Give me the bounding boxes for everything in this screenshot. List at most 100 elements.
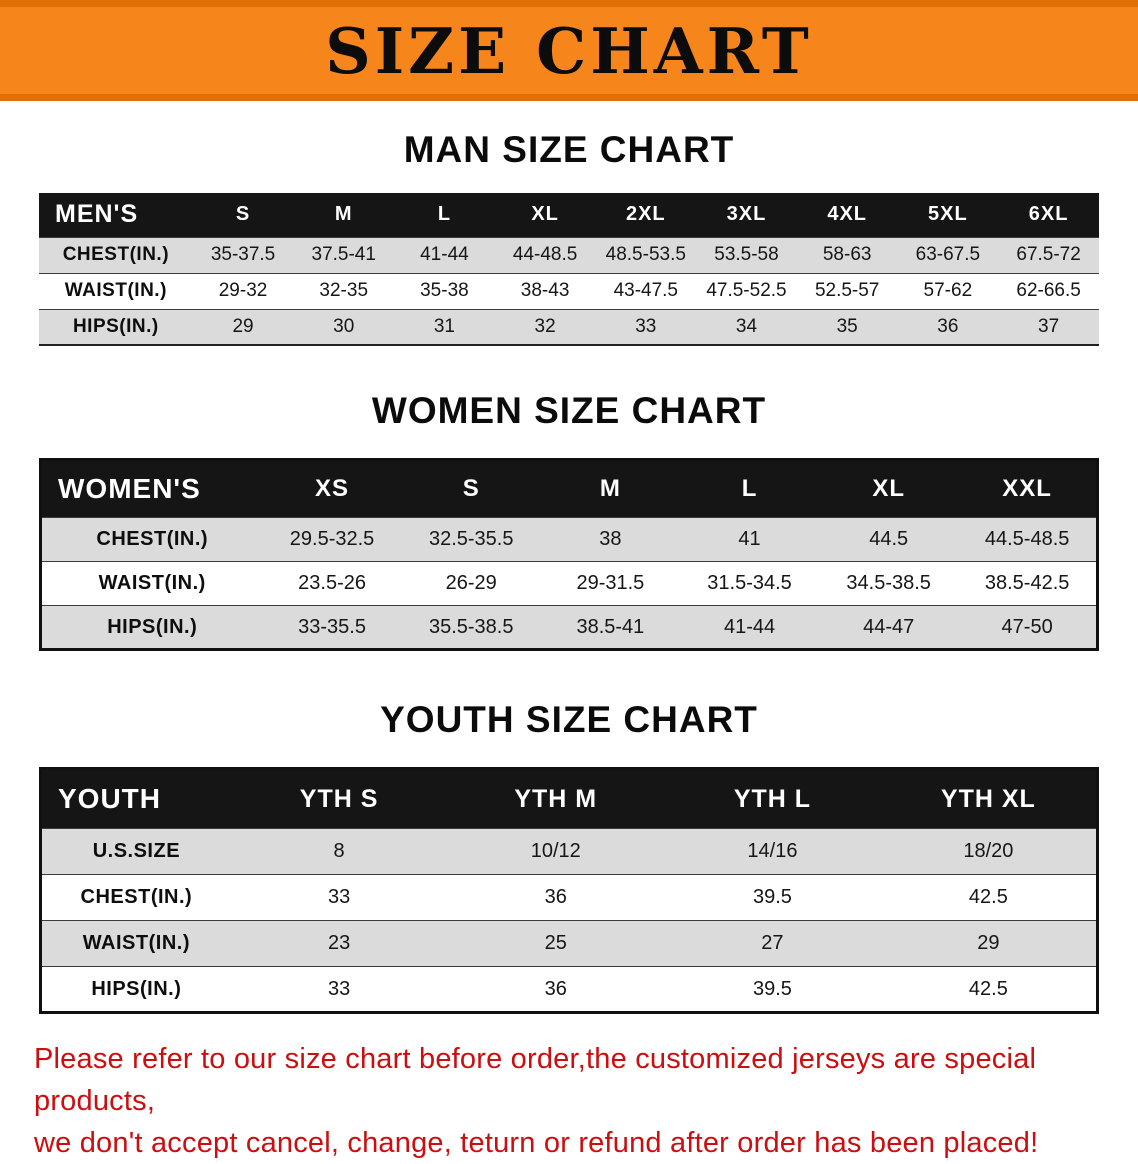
cell: 62-66.5 xyxy=(998,272,1099,309)
disclaimer-line-2: we don't accept cancel, change, teturn o… xyxy=(34,1127,1039,1160)
table-row: HIPS(IN.) 29 30 31 32 33 34 35 36 37 xyxy=(39,308,1099,345)
cell: 44-47 xyxy=(819,605,959,650)
disclaimer-line-1: Please refer to our size chart before or… xyxy=(34,1043,1037,1118)
cell: 32.5-35.5 xyxy=(401,517,541,562)
table-row: WAIST(IN.) 29-32 32-35 35-38 38-43 43-47… xyxy=(39,272,1099,309)
table-row: HIPS(IN.) 33 36 39.5 42.5 xyxy=(40,966,1098,1013)
cell: 35-37.5 xyxy=(192,236,294,273)
row-label: U.S.SIZE xyxy=(40,828,231,875)
column-header: XL xyxy=(819,459,959,518)
cell: 25 xyxy=(447,920,665,967)
cell: 43-47.5 xyxy=(595,272,697,309)
youth-size-table: YOUTH YTH S YTH M YTH L YTH XL U.S.SIZE … xyxy=(39,767,1099,1014)
column-header: M xyxy=(540,459,680,518)
cell: 36 xyxy=(447,966,665,1013)
column-header: 6XL xyxy=(998,193,1099,237)
cell: 63-67.5 xyxy=(897,236,999,273)
youth-chart-heading: YOUTH SIZE CHART xyxy=(380,699,758,740)
cell: 34 xyxy=(696,308,797,345)
cell: 37.5-41 xyxy=(293,236,395,273)
cell: 31.5-34.5 xyxy=(679,561,820,606)
column-header: 4XL xyxy=(796,193,898,237)
row-label: CHEST(IN.) xyxy=(40,517,263,562)
cell: 30 xyxy=(293,308,395,345)
cell: 26-29 xyxy=(401,561,541,606)
cell: 47-50 xyxy=(958,605,1098,650)
cell: 33 xyxy=(230,966,448,1013)
cell: 29 xyxy=(880,920,1098,967)
cell: 38-43 xyxy=(494,272,596,309)
men-size-table: MEN'S S M L XL 2XL 3XL 4XL 5XL 6XL CHEST… xyxy=(39,193,1099,346)
row-label: CHEST(IN.) xyxy=(39,236,193,273)
cell: 57-62 xyxy=(897,272,999,309)
cell: 42.5 xyxy=(880,874,1098,921)
women-size-table: WOMEN'S XS S M L XL XXL CHEST(IN.) 29.5-… xyxy=(39,458,1099,651)
column-header: XS xyxy=(262,459,402,518)
column-header: XXL xyxy=(958,459,1098,518)
cell: 53.5-58 xyxy=(696,236,797,273)
cell: 44.5-48.5 xyxy=(958,517,1098,562)
table-row: CHEST(IN.) 35-37.5 37.5-41 41-44 44-48.5… xyxy=(39,236,1099,273)
cell: 8 xyxy=(230,828,448,875)
cell: 41 xyxy=(679,517,820,562)
cell: 33 xyxy=(230,874,448,921)
cell: 36 xyxy=(897,308,999,345)
table-header-row: YOUTH YTH S YTH M YTH L YTH XL xyxy=(40,768,1098,829)
column-header: 5XL xyxy=(897,193,999,237)
men-section: MAN SIZE CHART MEN'S S M L XL 2XL 3XL 4X… xyxy=(0,129,1138,346)
column-header: YTH S xyxy=(230,768,448,829)
cell: 33-35.5 xyxy=(262,605,402,650)
cell: 44-48.5 xyxy=(494,236,596,273)
row-label: WAIST(IN.) xyxy=(40,920,231,967)
women-section: WOMEN SIZE CHART WOMEN'S XS S M L XL XXL xyxy=(0,390,1138,651)
cell: 29-32 xyxy=(192,272,294,309)
cell: 41-44 xyxy=(679,605,820,650)
row-label: WAIST(IN.) xyxy=(40,561,263,606)
column-header: YOUTH xyxy=(40,768,231,829)
cell: 38.5-42.5 xyxy=(958,561,1098,606)
cell: 52.5-57 xyxy=(796,272,898,309)
cell: 23 xyxy=(230,920,448,967)
column-header: XL xyxy=(494,193,596,237)
column-header: MEN'S xyxy=(39,193,193,237)
cell: 41-44 xyxy=(394,236,495,273)
cell: 37 xyxy=(998,308,1099,345)
disclaimer-note: Please refer to our size chart before or… xyxy=(0,1038,1138,1164)
column-header: L xyxy=(679,459,820,518)
column-header: YTH M xyxy=(447,768,665,829)
cell: 44.5 xyxy=(819,517,959,562)
column-header: 3XL xyxy=(696,193,797,237)
table-header-row: MEN'S S M L XL 2XL 3XL 4XL 5XL 6XL xyxy=(39,193,1099,237)
cell: 35.5-38.5 xyxy=(401,605,541,650)
cell: 48.5-53.5 xyxy=(595,236,697,273)
women-chart-heading: WOMEN SIZE CHART xyxy=(371,390,767,431)
cell: 29 xyxy=(192,308,294,345)
cell: 58-63 xyxy=(796,236,898,273)
cell: 67.5-72 xyxy=(998,236,1099,273)
cell: 33 xyxy=(595,308,697,345)
column-header: 2XL xyxy=(595,193,697,237)
cell: 29.5-32.5 xyxy=(262,517,402,562)
cell: 23.5-26 xyxy=(262,561,402,606)
row-label: HIPS(IN.) xyxy=(40,605,263,650)
row-label: WAIST(IN.) xyxy=(39,272,193,309)
column-header: L xyxy=(394,193,495,237)
table-row: WAIST(IN.) 23.5-26 26-29 29-31.5 31.5-34… xyxy=(40,561,1098,606)
column-header: S xyxy=(192,193,294,237)
table-row: U.S.SIZE 8 10/12 14/16 18/20 xyxy=(40,828,1098,875)
banner: SIZE CHART xyxy=(0,0,1138,101)
cell: 34.5-38.5 xyxy=(819,561,959,606)
youth-section: YOUTH SIZE CHART YOUTH YTH S YTH M YTH L… xyxy=(0,699,1138,1014)
cell: 35-38 xyxy=(394,272,495,309)
table-row: CHEST(IN.) 29.5-32.5 32.5-35.5 38 41 44.… xyxy=(40,517,1098,562)
men-chart-heading: MAN SIZE CHART xyxy=(403,129,735,170)
cell: 42.5 xyxy=(880,966,1098,1013)
column-header: YTH XL xyxy=(880,768,1098,829)
column-header: YTH L xyxy=(664,768,881,829)
column-header: M xyxy=(293,193,395,237)
cell: 35 xyxy=(796,308,898,345)
cell: 10/12 xyxy=(447,828,665,875)
column-header: S xyxy=(401,459,541,518)
row-label: HIPS(IN.) xyxy=(40,966,231,1013)
